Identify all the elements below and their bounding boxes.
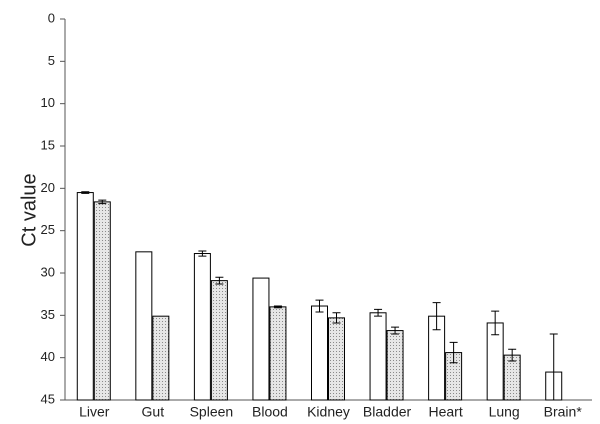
x-tick-label: Blood	[252, 404, 288, 420]
y-tick-label: 30	[41, 264, 55, 279]
x-tick-label: Kidney	[307, 404, 350, 420]
x-tick-label: Liver	[79, 404, 110, 420]
error-bar	[315, 299, 324, 313]
bar	[269, 306, 287, 401]
y-tick-label: 5	[48, 53, 55, 68]
error-bar	[549, 333, 558, 401]
bar	[210, 280, 228, 401]
error-bar	[198, 250, 207, 257]
error-bar	[508, 348, 517, 362]
error-bar	[491, 310, 500, 336]
x-tick-label: Brain*	[544, 404, 583, 420]
bar	[76, 192, 94, 401]
x-tick-label: Spleen	[190, 404, 234, 420]
error-bar	[391, 326, 400, 335]
y-axis-label: Ct value	[18, 173, 40, 246]
error-bar	[273, 305, 282, 309]
bar	[152, 315, 170, 401]
bar	[135, 251, 153, 401]
bar	[386, 330, 404, 401]
error-bar	[432, 302, 441, 331]
error-bar	[449, 341, 458, 364]
x-tick-label: Gut	[142, 404, 165, 420]
x-tick-label: Bladder	[363, 404, 412, 420]
error-bar	[98, 199, 107, 205]
error-bar	[81, 191, 90, 194]
bar	[328, 317, 345, 401]
bar	[311, 305, 328, 401]
bar	[503, 354, 521, 401]
bar	[252, 277, 270, 401]
y-tick-label: 20	[41, 180, 55, 195]
y-tick-label: 35	[41, 307, 55, 322]
y-tick-label: 10	[41, 95, 55, 110]
bar	[93, 201, 111, 401]
error-bar	[332, 312, 341, 324]
x-tick-label: Lung	[489, 404, 520, 420]
y-tick-label: 25	[41, 222, 55, 237]
x-tick-label: Heart	[428, 404, 462, 420]
y-tick-label: 45	[41, 391, 55, 406]
error-bar	[215, 276, 224, 285]
y-tick-label: 15	[41, 137, 55, 152]
bar	[193, 253, 211, 401]
y-tick-label: 40	[41, 349, 55, 364]
error-bar	[374, 308, 383, 317]
y-tick-label: 0	[48, 10, 55, 25]
bar	[369, 312, 387, 401]
